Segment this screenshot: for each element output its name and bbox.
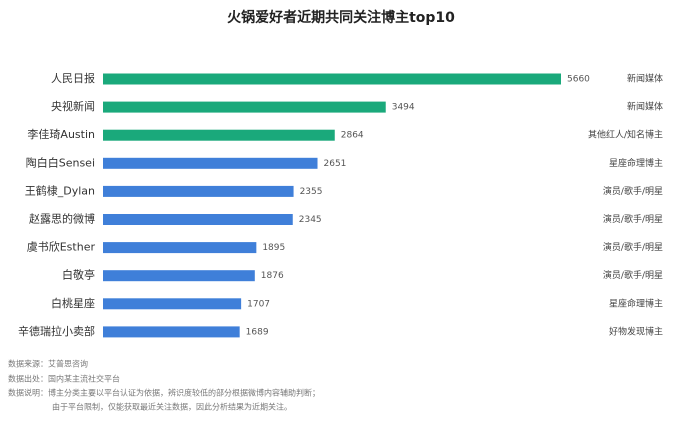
tag-label: 好物发现博主: [609, 325, 663, 337]
category-label: 李佳琦Austin: [27, 127, 95, 141]
footnote: 数据出处：国内某主流社交平台: [8, 374, 120, 384]
tag-label: 演员/歌手/明星: [603, 269, 663, 281]
bar: [103, 214, 293, 225]
tag-label: 其他红人/知名博主: [588, 129, 663, 141]
footnote: 数据来源：艾普思咨询: [8, 359, 88, 369]
footnote: 数据说明：博主分类主要以平台认证为依据，辨识度较低的部分根据微博内容辅助判断；: [8, 388, 320, 398]
bar: [103, 101, 386, 113]
value-label: 1707: [247, 299, 270, 309]
chart-title: 火锅爱好者近期共同关注博主top10: [227, 9, 455, 26]
category-label: 陶白白Sensei: [26, 155, 95, 169]
value-label: 1689: [246, 327, 269, 337]
category-label: 虞书欣Esther: [27, 240, 96, 254]
tag-label: 演员/歌手/明星: [603, 241, 663, 253]
value-label: 2864: [341, 131, 364, 141]
bar: [103, 73, 561, 85]
value-label: 5660: [567, 75, 590, 85]
footnote: 由于平台限制，仅能获取最近关注数据，因此分析结果为近期关注。: [52, 402, 292, 412]
tag-label: 演员/歌手/明星: [603, 213, 663, 225]
category-label: 白敬亭: [62, 268, 95, 282]
bar: [103, 270, 255, 282]
bar: [103, 298, 242, 310]
value-label: 1895: [262, 243, 285, 253]
tag-label: 星座命理博主: [609, 297, 663, 309]
value-label: 1876: [261, 271, 284, 281]
tag-label: 演员/歌手/明星: [603, 185, 663, 197]
category-label: 辛德瑞拉小卖部: [18, 324, 95, 338]
category-label: 赵露思的微博: [29, 212, 95, 226]
bar: [103, 129, 335, 141]
category-label: 央视新闻: [51, 99, 95, 113]
value-label: 2355: [300, 187, 323, 197]
value-label: 2345: [299, 215, 322, 225]
bar: [103, 185, 294, 197]
tag-label: 星座命理博主: [609, 157, 663, 169]
category-label: 王鹤棣_Dylan: [25, 183, 95, 197]
category-label: 白桃星座: [51, 296, 95, 310]
bar: [103, 157, 318, 169]
bar: [103, 326, 240, 338]
value-label: 2651: [324, 159, 347, 169]
tag-label: 新闻媒体: [627, 73, 663, 85]
tag-label: 新闻媒体: [627, 101, 663, 113]
value-label: 3494: [392, 103, 415, 113]
bar: [103, 242, 257, 254]
category-label: 人民日报: [51, 71, 95, 85]
